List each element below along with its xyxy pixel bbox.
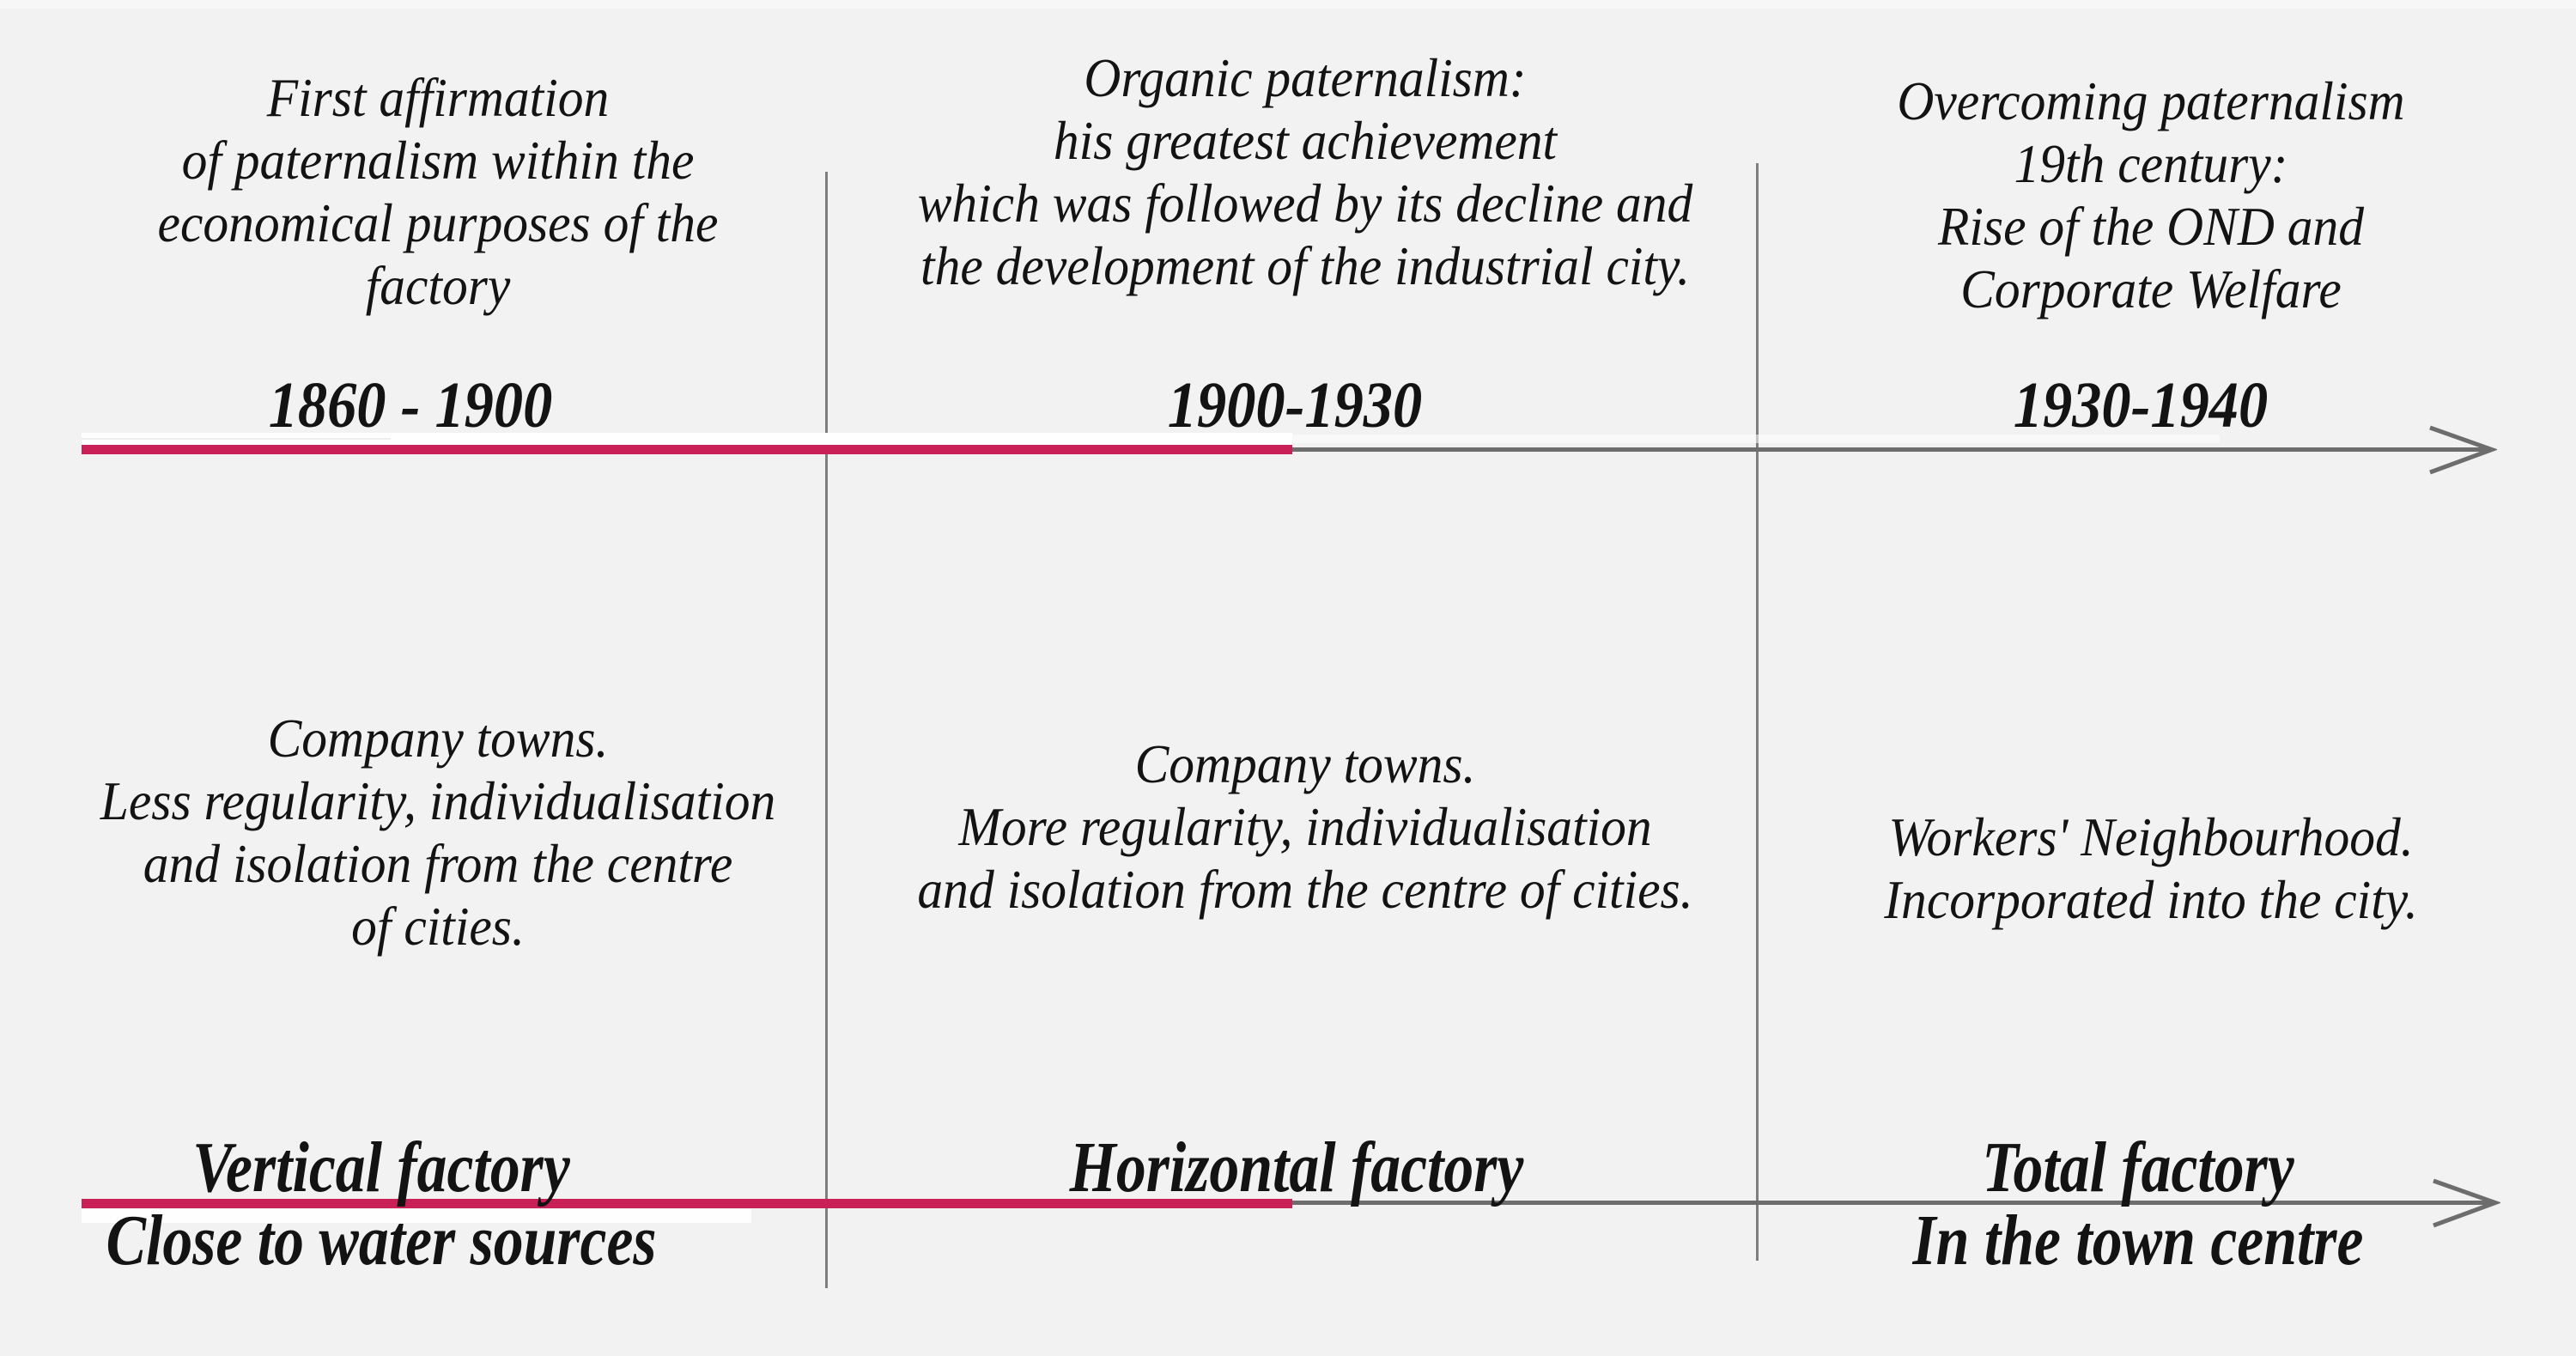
- phase3-description-line: 19th century:: [2014, 133, 2288, 194]
- phase2-description: Organic paternalism: his greatest achiev…: [882, 46, 1728, 297]
- phase2-town-description-line: Company towns.: [1134, 733, 1476, 794]
- phase1-town-description-line: Company towns.: [267, 708, 609, 769]
- bottom-timeline-arrow-right-icon: [2433, 1178, 2500, 1228]
- phase2-town-description: Company towns. More regularity, individu…: [882, 733, 1728, 921]
- phase3-town-description-line: Incorporated into the city.: [1884, 869, 2418, 930]
- phase1-town-description: Company towns. Less regularity, individu…: [79, 707, 798, 958]
- phase3-factory-label: Total factory: [1982, 1128, 2294, 1207]
- phase1-description-line: of paternalism within the: [181, 130, 695, 191]
- phase1-description-line: factory: [365, 255, 511, 316]
- phase1-description: First affirmation of paternalism within …: [79, 66, 798, 317]
- bottom-timeline-highlight-bar: [82, 1199, 1292, 1208]
- phase3-town-description-line: Workers' Neighbourhood.: [1888, 806, 2414, 867]
- phase1-period-label: 1860 - 1900: [268, 369, 553, 441]
- phase3-description-line: Corporate Welfare: [1960, 258, 2342, 319]
- phase2-description-line: which was followed by its decline and: [917, 173, 1693, 234]
- phase1-town-description-line: Less regularity, individualisation: [100, 770, 776, 831]
- phase3-description-line: Rise of the OND and: [1938, 196, 2364, 257]
- phase2-description-line: Organic paternalism:: [1084, 47, 1527, 108]
- phase1-description-line: First affirmation: [266, 67, 610, 128]
- phase2-period-label: 1900-1930: [1167, 369, 1423, 441]
- bottom-axis-white-strip: [82, 1209, 751, 1223]
- phase1-town-description-line: of cities.: [351, 896, 525, 957]
- phase3-description: Overcoming paternalism 19th century: Ris…: [1803, 70, 2498, 320]
- phase2-town-description-line: More regularity, individualisation: [958, 796, 1652, 857]
- phase1-location-label: Close to water sources: [106, 1201, 657, 1280]
- top-axis-white-strip-extension: [1292, 435, 2220, 443]
- phase2-description-line: the development of the industrial city.: [920, 235, 1690, 296]
- phase3-location-label: In the town centre: [1912, 1201, 2364, 1280]
- phase2-description-line: his greatest achievement: [1053, 110, 1558, 171]
- phase1-factory-label: Vertical factory: [192, 1128, 570, 1207]
- column-divider-2: [1756, 163, 1759, 1261]
- phase3-town-description: Workers' Neighbourhood. Incorporated int…: [1803, 806, 2498, 931]
- top-timeline-highlight-bar: [82, 445, 1292, 454]
- phase3-description-line: Overcoming paternalism: [1897, 70, 2405, 131]
- phase1-description-line: economical purposes of the: [157, 192, 719, 253]
- top-axis-hairline: [82, 438, 391, 440]
- phase2-town-description-line: and isolation from the centre of cities.: [917, 859, 1693, 920]
- slide-top-edge: [0, 0, 2576, 9]
- phase1-town-description-line: and isolation from the centre: [143, 833, 733, 894]
- phase2-factory-label: Horizontal factory: [1069, 1128, 1524, 1207]
- top-axis-white-strip: [82, 433, 1292, 445]
- phase3-period-label: 1930-1940: [2013, 369, 2269, 441]
- column-divider-1: [825, 172, 828, 1288]
- top-timeline-arrow-right-icon: [2429, 425, 2497, 475]
